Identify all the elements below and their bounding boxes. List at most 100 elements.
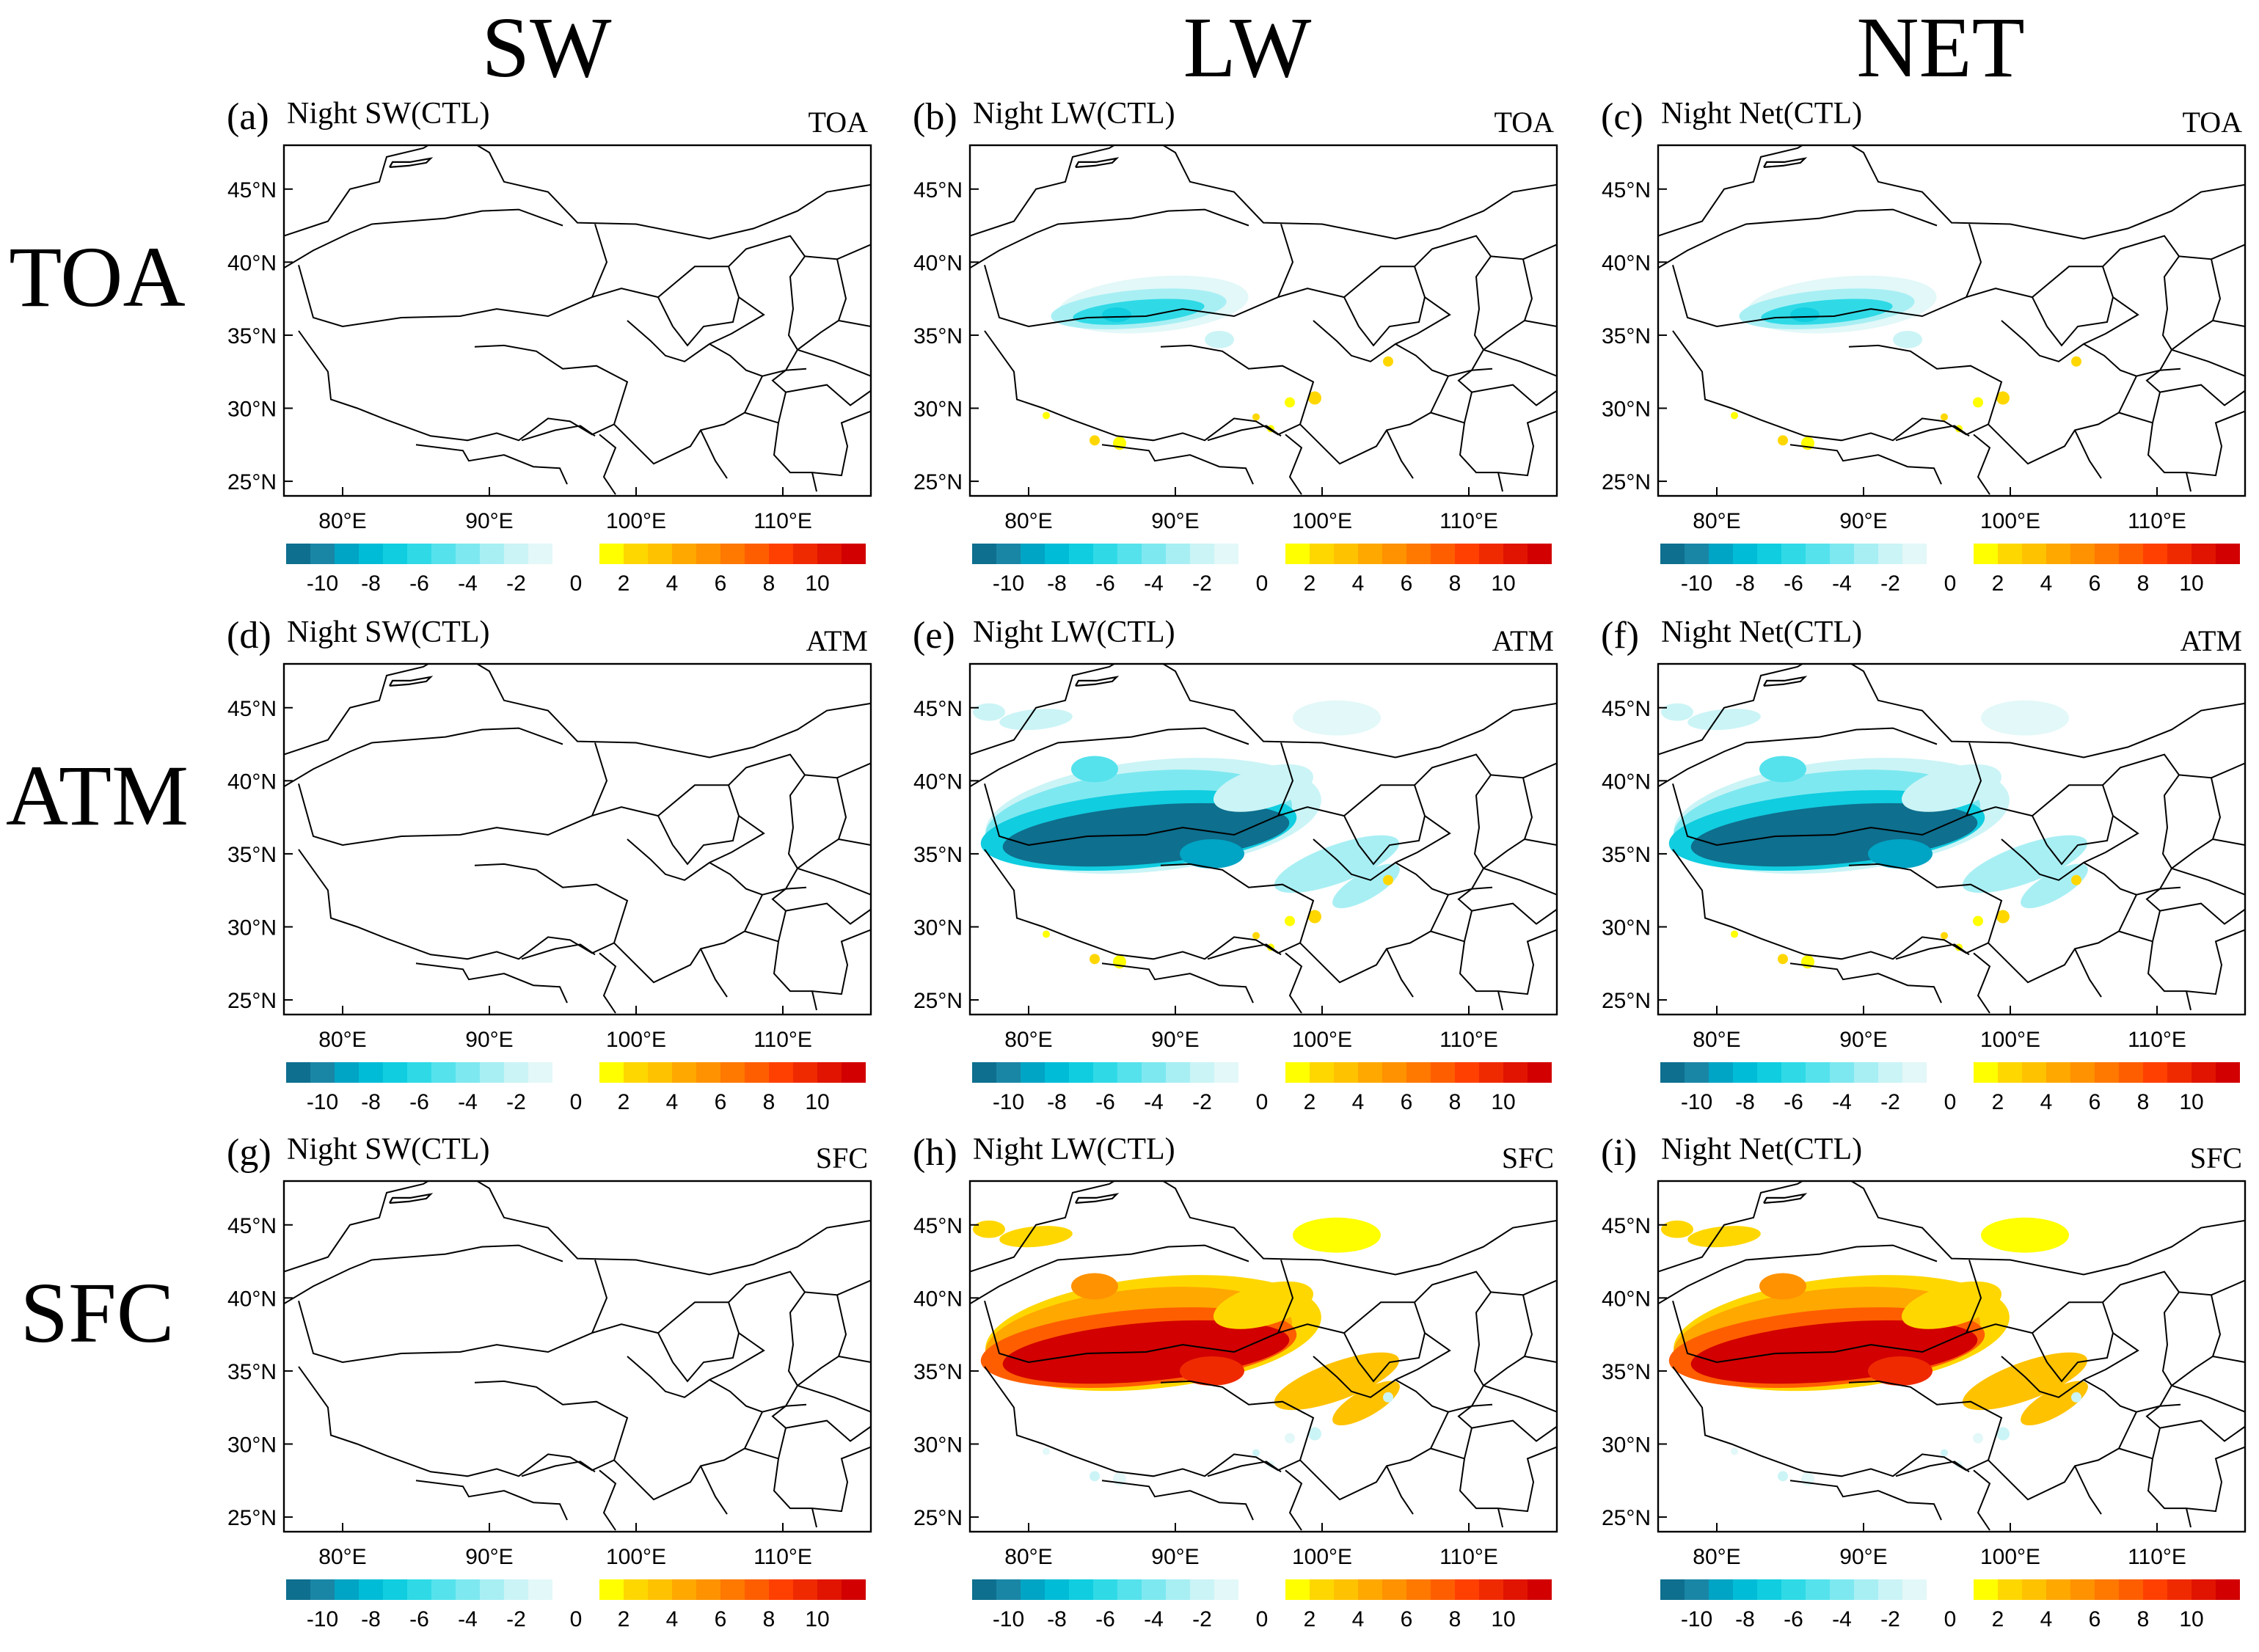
- contour-speck: [1731, 930, 1738, 938]
- colorbar-negative-box: [1117, 1062, 1142, 1083]
- y-tick-label: 25°N: [913, 989, 963, 1013]
- border-line: [1672, 1301, 2048, 1364]
- border-line: [1483, 867, 1557, 896]
- colorbar-tick-label: 6: [1401, 1090, 1413, 1114]
- colorbar-negative-box: [1806, 1579, 1830, 1600]
- map-area: [284, 664, 871, 1015]
- colorbar-tick-label: -6: [409, 1607, 429, 1631]
- colorbar-positive-box: [1455, 1579, 1479, 1600]
- colorbar-tick-label: 6: [2089, 571, 2101, 596]
- colorbar-positive-box: [1528, 544, 1552, 564]
- colorbar-positive-box: [1334, 544, 1358, 564]
- border-line: [970, 1181, 1557, 1276]
- border-line: [709, 235, 806, 377]
- plot-frame: [968, 1180, 1558, 1533]
- panel-f: (f) Night Net(CTL) ATM 45°N 40°N 35°N 30°N 25°N…: [1601, 615, 2247, 1052]
- colorbar-negative-box: [1709, 544, 1733, 564]
- colorbar-negative-box: [1830, 544, 1854, 564]
- border-line: [984, 265, 1360, 328]
- border-line: [785, 902, 871, 925]
- colorbar-negative-box: [996, 1579, 1021, 1600]
- colorbar-positive-box: [696, 544, 720, 564]
- border-line: [2212, 838, 2245, 846]
- colorbar-tick-label: 10: [2179, 1090, 2203, 1114]
- colorbar-positive-box: [1358, 1579, 1382, 1600]
- contour-fill: [1902, 764, 2001, 812]
- colorbar-tick-label: -4: [1832, 571, 1852, 596]
- x-tick-label: 80°E: [1004, 1545, 1052, 1569]
- y-tick-label: 40°N: [227, 770, 277, 794]
- contour-speck: [1383, 356, 1393, 367]
- lake-outline: [1763, 157, 1808, 168]
- colorbar-negative-box: [1021, 544, 1045, 564]
- border-line: [2147, 410, 2245, 477]
- colorbar-negative-box: [1045, 544, 1069, 564]
- colorbar-tick-label: 4: [666, 1607, 679, 1631]
- colorbar-positive-box: [793, 1062, 817, 1083]
- border-line: [2083, 1271, 2180, 1413]
- border-line: [1973, 952, 1991, 1014]
- lake-outline: [1075, 676, 1120, 687]
- contour-speck: [1941, 1449, 1948, 1457]
- border-line: [2147, 929, 2245, 995]
- map-area: [284, 1181, 871, 1532]
- contour-fill: [1332, 863, 1400, 909]
- contour-fill: [1332, 1381, 1400, 1426]
- border-line: [785, 1419, 871, 1442]
- x-tick-label: 90°E: [1839, 509, 1887, 533]
- border-line: [2046, 296, 2114, 347]
- plot-frame: [282, 662, 872, 1016]
- border-line: [984, 783, 1360, 847]
- colorbar-positive-box: [648, 1579, 672, 1600]
- border-line: [797, 1291, 847, 1386]
- colorbar-positive-box: [1974, 544, 1998, 564]
- border-line: [284, 208, 563, 269]
- border-line: [811, 1507, 817, 1528]
- colorbar-negative-box: [1709, 1579, 1733, 1600]
- colorbar-negative-box: [456, 1062, 480, 1083]
- border-line: [284, 1181, 871, 1276]
- colorbar-negative-box: [1190, 544, 1214, 564]
- border-line: [2074, 948, 2102, 998]
- colorbar-positive-box: [2216, 544, 2240, 564]
- y-tick-label: 40°N: [227, 1287, 277, 1311]
- contour-speck: [1973, 397, 1983, 408]
- x-tick-label: 110°E: [1439, 509, 1498, 533]
- colorbar-positive-box: [1431, 1062, 1455, 1083]
- colorbar-tick-label: 0: [1256, 571, 1269, 596]
- border-line: [2118, 1403, 2181, 1460]
- colorbar-tick-label: -10: [993, 1607, 1024, 1631]
- y-tick-label: 30°N: [227, 398, 277, 422]
- border-line: [2074, 429, 2102, 479]
- border-line: [599, 1469, 617, 1531]
- contour-fill: [1759, 1273, 1806, 1300]
- border-line: [1395, 235, 1492, 377]
- x-tick-label: 100°E: [1980, 1545, 2040, 1569]
- y-tick-label: 30°N: [1602, 1433, 1651, 1458]
- colorbar-positive-box: [696, 1062, 720, 1083]
- border-line: [1973, 434, 1991, 495]
- colorbar-tick-label: 0: [570, 1090, 583, 1114]
- colorbar-negative-box: [1733, 1579, 1757, 1600]
- colorbar-tick-label: -6: [1784, 1607, 1803, 1631]
- border-line: [1430, 368, 1493, 424]
- colorbar-positive-box: [2143, 1579, 2167, 1600]
- contour-speck: [1941, 413, 1948, 421]
- contour-fill: [1981, 700, 2069, 736]
- panel-title: Night SW(CTL): [287, 615, 489, 649]
- colorbar-positive-box: [2119, 544, 2143, 564]
- contour-speck: [1308, 1427, 1321, 1441]
- colorbar-positive-box: [720, 544, 745, 564]
- x-tick-label: 80°E: [1004, 1028, 1052, 1052]
- contour-speck: [1996, 391, 2010, 405]
- x-tick-label: 80°E: [1004, 509, 1052, 533]
- panel-h: (h) Night LW(CTL) SFC 45°N 40°N 35°N 30°N 25°N 8…: [913, 1132, 1558, 1569]
- colorbar-positive-box: [599, 544, 624, 564]
- x-tick-label: 110°E: [753, 1028, 812, 1052]
- colorbar-negative-box: [286, 1062, 310, 1083]
- colorbar-tick-label: -6: [1784, 571, 1803, 596]
- border-line: [1285, 952, 1303, 1014]
- y-tick-label: 40°N: [1602, 251, 1651, 275]
- border-line: [591, 1260, 608, 1334]
